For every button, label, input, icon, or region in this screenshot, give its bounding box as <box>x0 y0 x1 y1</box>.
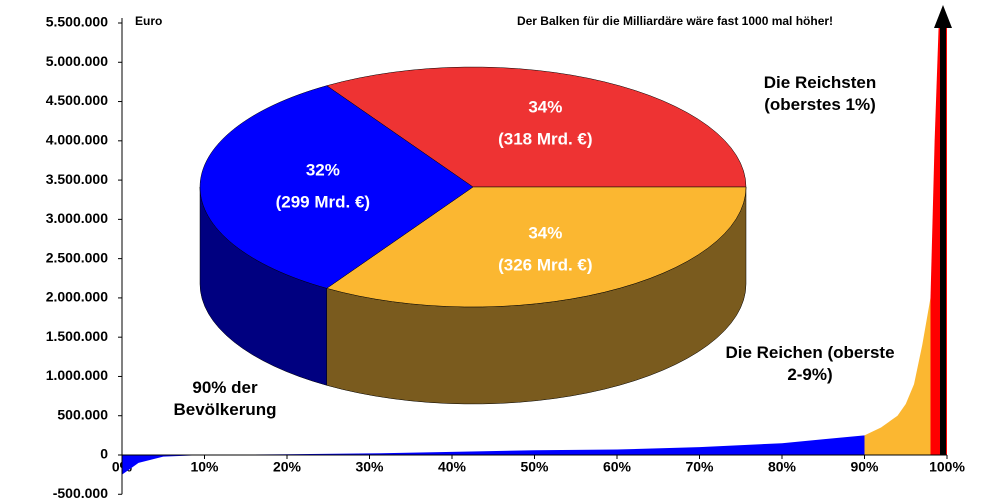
y-tick-label: 1.500.000 <box>46 328 108 344</box>
x-tick-label: 70% <box>685 459 714 475</box>
pie-slice <box>199 85 474 289</box>
y-tick-label: 3.500.000 <box>46 171 108 187</box>
pie-amount-label: (299 Mrd. €) <box>276 192 370 211</box>
pie-label: 34% <box>528 224 562 243</box>
y-axis-label: Euro <box>135 14 162 28</box>
x-tick-label: 80% <box>768 459 797 475</box>
x-tick-label: 20% <box>273 459 302 475</box>
arrow <box>934 5 952 455</box>
y-tick-label: 4.000.000 <box>46 132 108 148</box>
pie-slice <box>326 66 747 188</box>
pie-label: 32% <box>306 160 340 179</box>
y-tick-label: 2.500.000 <box>46 249 108 265</box>
y-tick-label: 0 <box>100 446 108 462</box>
y-tick-label: 5.000.000 <box>46 53 108 69</box>
area <box>864 297 931 455</box>
x-tick-label: 90% <box>850 459 879 475</box>
y-tick-label: 500.000 <box>57 406 108 422</box>
pie-label: 34% <box>528 97 562 116</box>
x-tick-label: 10% <box>190 459 219 475</box>
x-tick-label: 40% <box>438 459 467 475</box>
pie-amount-label: (326 Mrd. €) <box>498 256 592 275</box>
series-label: 90% der Bevölkerung <box>173 378 277 419</box>
y-tick-label: 5.500.000 <box>46 14 108 30</box>
x-tick-label: 50% <box>520 459 549 475</box>
x-tick-label: 100% <box>929 459 965 475</box>
annotation: Der Balken für die Milliardäre wäre fast… <box>517 14 833 28</box>
x-tick-label: 30% <box>355 459 384 475</box>
y-tick-label: 3.000.000 <box>46 210 108 226</box>
y-tick-label: 1.000.000 <box>46 367 108 383</box>
series-label: Die Reichen (oberste 2-9%) <box>725 343 895 384</box>
y-tick-label: -500.000 <box>53 485 108 501</box>
x-tick-label: 60% <box>603 459 632 475</box>
series-label: Die Reichsten (oberstes 1%) <box>763 73 877 114</box>
y-tick-label: 2.000.000 <box>46 289 108 305</box>
pie-slice <box>326 186 747 308</box>
pie-amount-label: (318 Mrd. €) <box>498 129 592 148</box>
y-tick-label: 4.500.000 <box>46 92 108 108</box>
